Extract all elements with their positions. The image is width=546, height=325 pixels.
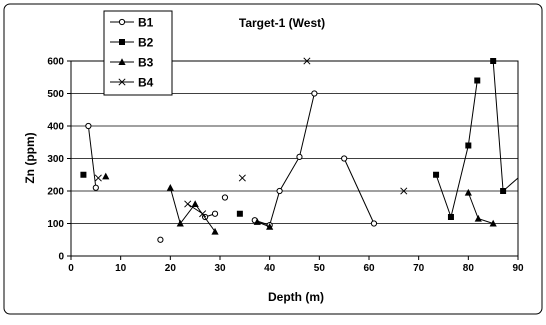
y-axis-title: Zn (ppm) [23,132,37,183]
series-b4-point [184,200,192,208]
series-b4-point [303,57,311,65]
x-tick-label: 70 [413,263,425,274]
ticks-layer: 0 10 20 30 40 50 60 70 80 90 0 100 200 300 400 500 600 [47,57,524,275]
y-tick-label: 300 [47,154,64,165]
legend-marker-b2 [119,39,125,45]
series-b3-point [464,188,472,196]
series-b2-point [500,188,507,194]
series-b2-point [447,214,454,220]
series-b1-point [296,153,303,160]
series-b4-point [94,174,102,182]
series-b3 [102,172,497,235]
series-b3-point [253,218,261,225]
y-tick-label: 100 [47,219,64,230]
series-b4-point [238,174,246,182]
legend-label-b4: B4 [138,76,154,90]
x-tick-label: 90 [512,263,524,274]
series-b4-line [187,203,203,215]
series-b1-point [341,155,348,162]
series-b3-point [211,227,219,235]
series-b2-point [490,58,497,64]
chart-title: Target-1 (West) [239,16,325,30]
y-tick-label: 200 [47,187,64,198]
x-tick-label: 40 [264,263,276,274]
x-tick-label: 10 [115,263,127,274]
series-layer [80,57,519,243]
series-b3-point [489,219,497,227]
legend-marker-b1 [118,18,126,26]
series-b1-line [343,158,375,224]
y-tick-label: 400 [47,122,64,133]
series-b1-point [311,90,318,97]
x-tick-label: 60 [363,263,375,274]
series-b2-point [236,210,243,217]
y-tick-label: 600 [47,57,64,68]
series-b3-point [474,214,482,222]
series-b1-line [87,125,97,188]
series-b2-point [465,142,472,149]
series-b1-point [92,184,99,191]
x-tick-label: 30 [214,263,226,274]
x-tick-label: 50 [314,263,326,274]
x-axis-title: Depth (m) [268,290,324,304]
series-b2-point [433,171,440,178]
series-b3-point [266,222,274,230]
series-b3-point [191,200,199,207]
series-b1-point [221,194,229,201]
y-tick-label: 500 [47,89,64,100]
series-b1-point [211,210,219,217]
series-b3-point [166,183,174,191]
series-b2-point [474,77,481,84]
x-tick-label: 0 [68,263,74,274]
series-b4-point [400,187,408,195]
series-b2-line [435,80,478,219]
series-b1-point [157,236,164,243]
series-b1 [85,90,378,243]
legend-box [103,10,173,96]
y-tick-label: 0 [58,252,64,263]
x-tick-label: 80 [463,263,475,274]
legend-marker-b4 [118,78,126,86]
legend-label-b1: B1 [138,16,154,30]
legend: B1 B2 B3 B4 [103,10,173,96]
legend-marker-b3 [118,58,126,65]
series-b2-point [80,171,87,178]
series-b4-point [199,210,207,218]
series-b1-point [370,220,378,227]
series-b3-point [176,219,184,227]
x-tick-label: 20 [165,263,177,274]
series-b3-line [169,187,216,232]
series-b4 [94,57,408,218]
series-b3-point [102,172,110,180]
legend-label-b2: B2 [138,36,154,50]
series-b1-point [276,187,283,195]
series-b2 [80,58,519,220]
series-b1-point [85,122,92,130]
legend-label-b3: B3 [138,56,154,70]
